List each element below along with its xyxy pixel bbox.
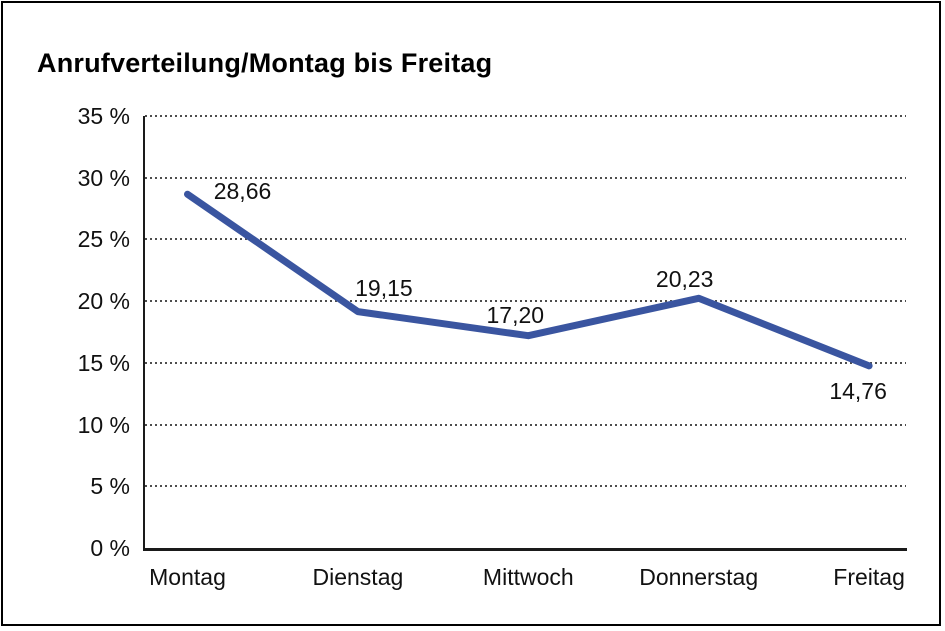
gridline-35: [145, 115, 906, 117]
data-label-freitag: 14,76: [829, 377, 887, 404]
y-tick-label-15: 15 %: [77, 349, 130, 376]
gridline-30: [145, 176, 906, 179]
data-label-mittwoch: 17,20: [486, 301, 545, 328]
y-tick-label-35: 35 %: [77, 103, 130, 129]
gridline-5: [145, 485, 906, 488]
y-tick-label-20: 20 %: [77, 288, 130, 315]
data-label-montag: 28,66: [213, 178, 272, 205]
y-tick-label-10: 10 %: [77, 411, 130, 438]
x-tick-label-mittwoch: Mittwoch: [482, 564, 574, 590]
y-tick-label-5: 5 %: [90, 473, 130, 500]
x-tick-label-freitag: Freitag: [833, 564, 905, 590]
y-tick-label-25: 25 %: [77, 226, 130, 253]
x-tick-label-donnerstag: Donnerstag: [639, 564, 759, 590]
y-axis-line: [143, 116, 145, 549]
gridline-15: [145, 361, 906, 364]
gridline-25: [145, 238, 906, 241]
x-axis-line: [143, 548, 907, 551]
y-tick-label-30: 30 %: [77, 164, 130, 191]
x-tick-label-dienstag: Dienstag: [312, 564, 404, 590]
data-label-donnerstag: 20,23: [655, 266, 714, 293]
gridline-10: [145, 423, 906, 426]
y-tick-label-0: 0 %: [90, 535, 130, 561]
x-tick-label-montag: Montag: [149, 564, 226, 590]
data-label-dienstag: 19,15: [355, 274, 413, 301]
chart-title: Anrufverteilung/Montag bis Freitag: [37, 48, 493, 79]
